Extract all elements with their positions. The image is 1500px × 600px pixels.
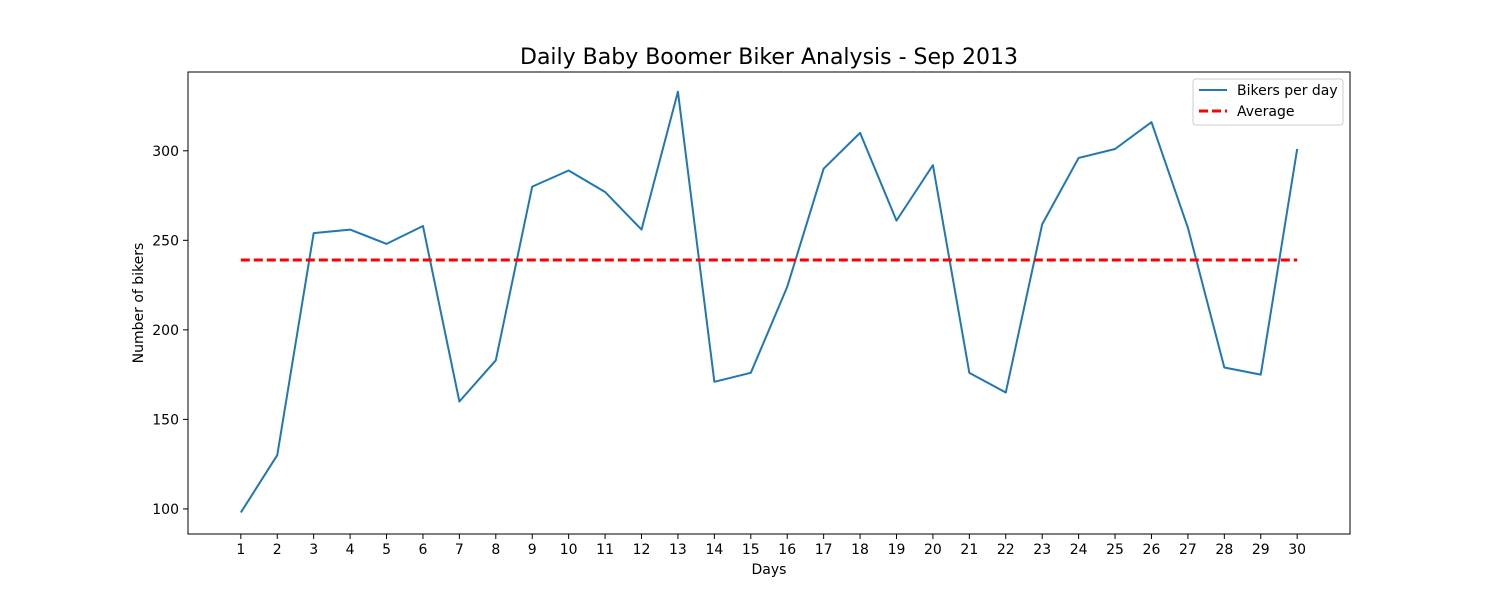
legend-label-bikers-per-day: Bikers per day xyxy=(1237,83,1338,99)
x-tick-label: 17 xyxy=(815,542,833,558)
x-tick-label: 26 xyxy=(1143,542,1161,558)
y-tick-label: 100 xyxy=(152,502,179,518)
legend-label-average: Average xyxy=(1237,104,1295,120)
x-tick-label: 25 xyxy=(1106,542,1124,558)
x-tick-label: 2 xyxy=(273,542,282,558)
x-tick-label: 29 xyxy=(1252,542,1270,558)
x-tick-label: 22 xyxy=(997,542,1015,558)
x-tick-label: 14 xyxy=(705,542,723,558)
x-tick-label: 30 xyxy=(1288,542,1306,558)
y-axis-label: Number of bikers xyxy=(131,243,147,364)
x-tick-label: 9 xyxy=(528,542,537,558)
x-tick-label: 8 xyxy=(491,542,500,558)
chart-title: Daily Baby Boomer Biker Analysis - Sep 2… xyxy=(520,45,1018,70)
x-tick-label: 23 xyxy=(1033,542,1051,558)
x-tick-label: 21 xyxy=(960,542,978,558)
x-tick-label: 1 xyxy=(236,542,245,558)
x-tick-label: 27 xyxy=(1179,542,1197,558)
x-tick-label: 18 xyxy=(851,542,869,558)
x-tick-label: 11 xyxy=(596,542,614,558)
x-tick-label: 12 xyxy=(633,542,651,558)
y-tick-label: 300 xyxy=(152,144,179,160)
y-tick-label: 200 xyxy=(152,323,179,339)
x-tick-label: 3 xyxy=(309,542,318,558)
x-tick-label: 15 xyxy=(742,542,760,558)
x-tick-label: 7 xyxy=(455,542,464,558)
x-tick-label: 5 xyxy=(382,542,391,558)
x-tick-label: 4 xyxy=(346,542,355,558)
x-tick-label: 24 xyxy=(1070,542,1088,558)
x-tick-label: 20 xyxy=(924,542,942,558)
x-tick-label: 28 xyxy=(1215,542,1233,558)
x-tick-label: 19 xyxy=(888,542,906,558)
legend-box xyxy=(1192,78,1344,126)
x-tick-label: 10 xyxy=(560,542,578,558)
x-axis-label: Days xyxy=(752,562,787,578)
legend: Bikers per day Average xyxy=(1192,78,1344,126)
plot-frame xyxy=(187,71,1351,535)
x-tick-label: 13 xyxy=(669,542,687,558)
x-tick-label: 16 xyxy=(778,542,796,558)
series-line-bikers-per-day xyxy=(239,90,1299,514)
plot-area: 1 2 3 4 5 6 7 8 9 10 11 12 13 14 15 16 17 18 19 20 21 22 23 24 2… xyxy=(152,71,1351,558)
y-tick-label: 150 xyxy=(152,412,179,428)
y-tick-label: 250 xyxy=(152,233,179,249)
x-tick-label: 6 xyxy=(418,542,427,558)
